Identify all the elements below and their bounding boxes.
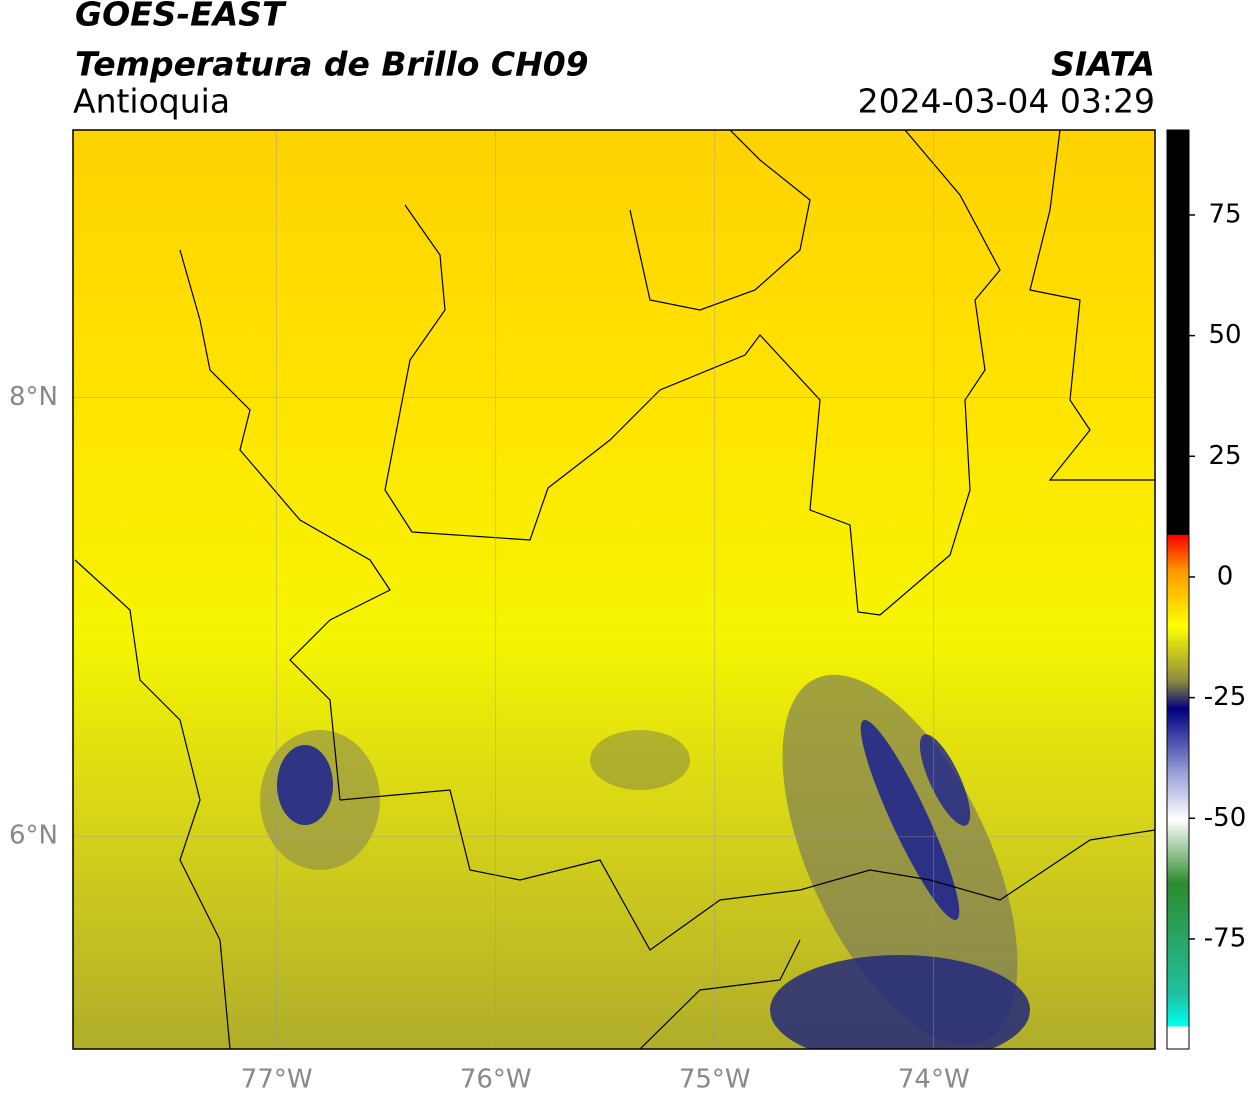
datetime-label: 2024-03-04 03:29 [858,82,1155,121]
cloud-core [860,720,960,920]
colorbar-tick-label: 0 [1217,561,1234,591]
colorbar-tick-label: 75 [1208,199,1241,229]
imagery [73,130,1155,1049]
source-label: SIATA [1051,45,1155,84]
colorbar-tick-label: -50 [1204,803,1246,833]
cloud [590,730,690,790]
product-title: Temperatura de Brillo CH09 [75,45,589,84]
graticule [73,130,1155,1049]
colorbar-tick-label: 50 [1208,320,1241,350]
colorbar-tick-label: 25 [1208,441,1241,471]
boundaries [74,130,1155,1049]
x-tick-label: 77°W [241,1065,313,1095]
y-tick-label: 6°N [9,821,58,851]
x-tick-label: 74°W [898,1065,970,1095]
satellite-title: GOES-EAST [75,0,287,34]
map-frame [72,129,1156,1050]
colorbar-tick-label: -75 [1204,923,1246,953]
cloud-core [770,955,1030,1049]
colorbar-tick-label: -25 [1204,682,1246,712]
colorbar [1166,129,1190,1050]
x-tick-label: 75°W [679,1065,751,1095]
cloud-core [277,745,333,825]
cloud [782,674,1018,1046]
region-label: Antioquia [73,82,230,121]
cloud-core [919,734,971,826]
x-tick-label: 76°W [460,1065,532,1095]
y-tick-label: 8°N [9,382,58,412]
